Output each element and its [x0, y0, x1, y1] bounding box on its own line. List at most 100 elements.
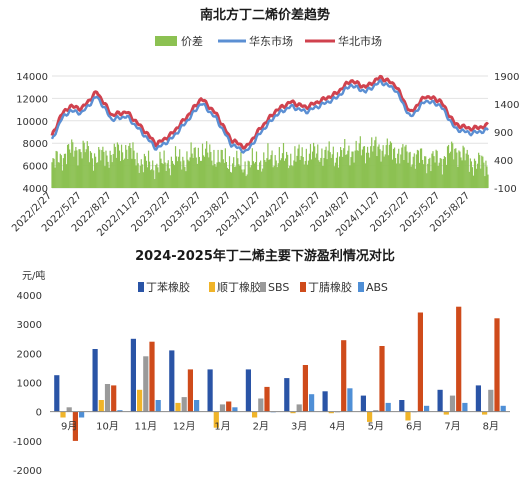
bottom-legend-swatch	[260, 282, 266, 292]
bar	[264, 386, 270, 412]
bar	[181, 397, 187, 412]
bottom-x-label: 8月	[483, 421, 499, 433]
bar	[149, 341, 155, 412]
bar	[379, 346, 385, 412]
bottom-y-tick-label: -1000	[13, 437, 42, 448]
bar	[296, 404, 302, 412]
bar	[117, 410, 123, 412]
bar	[494, 318, 500, 412]
top-chart: 南北方丁二烯价差趋势 价差 华东市场 华北市场 4000 6000 8000 1000…	[10, 7, 519, 239]
bar	[137, 389, 143, 412]
top-left-tick-label: 8000	[23, 139, 48, 150]
bottom-legend-label: SBS	[268, 281, 289, 294]
bottom-x-label: 2月	[253, 421, 269, 433]
bottom-y-tick-label: 4000	[17, 291, 42, 302]
bar	[143, 356, 149, 412]
bar	[405, 411, 411, 421]
bottom-y-tick-label: 2000	[17, 349, 42, 360]
bar	[399, 400, 405, 412]
bar	[111, 385, 117, 412]
bottom-x-label: 1月	[214, 421, 230, 433]
bottom-y-tick-label: 3000	[17, 320, 42, 331]
top-left-tick-label: 14000	[16, 72, 48, 83]
bar	[437, 389, 443, 412]
bar	[252, 411, 258, 418]
top-right-tick-label: 900	[494, 128, 513, 139]
bottom-y-unit: 元/吨	[22, 269, 45, 282]
bar	[226, 401, 232, 412]
price-lines	[50, 74, 489, 154]
bar	[309, 394, 315, 412]
bar	[322, 391, 328, 412]
bottom-legend-swatch	[300, 282, 306, 292]
bar	[155, 400, 161, 412]
bottom-y-tick-label: 1000	[17, 379, 42, 390]
bar	[360, 395, 366, 412]
top-right-tick-label: 1400	[494, 100, 519, 111]
bar	[54, 375, 60, 412]
bar	[187, 369, 193, 412]
bar	[232, 407, 238, 412]
bar	[207, 369, 213, 412]
bottom-x-label: 7月	[444, 421, 460, 433]
bar	[443, 411, 449, 415]
bottom-legend-label: ABS	[366, 281, 388, 294]
bar	[462, 402, 468, 412]
top-right-tick-label: -100	[494, 184, 517, 195]
bar	[66, 407, 72, 412]
bottom-legend-swatch	[209, 282, 215, 292]
bar	[79, 411, 85, 418]
bar	[194, 400, 200, 412]
bar	[373, 410, 379, 412]
legend-label-north: 华北市场	[338, 34, 382, 48]
legend-label-spread: 价差	[181, 34, 203, 48]
bar	[72, 411, 78, 441]
bar	[367, 411, 373, 422]
bottom-x-label: 11月	[134, 421, 157, 433]
bar	[245, 369, 251, 412]
bar	[60, 411, 66, 418]
bottom-legend: 丁苯橡胶 顺丁橡胶 SBS 丁腈橡胶 ABS	[138, 280, 388, 294]
top-right-tick-label: 400	[494, 156, 513, 167]
bar	[213, 411, 219, 428]
bar	[328, 411, 334, 414]
bar	[290, 411, 296, 414]
bottom-x-label: 9月	[61, 421, 77, 433]
bar	[500, 405, 506, 412]
bottom-legend-swatch	[358, 282, 364, 292]
top-left-tick-label: 6000	[23, 162, 48, 173]
north-market-line	[50, 74, 489, 150]
bar	[417, 312, 423, 412]
bottom-x-axis-labels: 9月 10月 11月 12月 1月 2月 3月 4月 5月 6月 7月 8月	[61, 421, 499, 433]
east-market-line	[50, 78, 489, 154]
bar	[219, 404, 226, 412]
bar	[341, 340, 347, 412]
bar	[456, 306, 462, 412]
bottom-legend-swatch	[138, 282, 144, 292]
bottom-y-axis-ticks: -2000 -1000 0 1000 2000 3000 4000	[13, 291, 42, 477]
top-left-tick-label: 4000	[23, 184, 48, 195]
bottom-x-label: 5月	[368, 421, 384, 433]
bar	[175, 402, 181, 412]
bottom-x-label: 3月	[291, 421, 307, 433]
bottom-bars	[54, 306, 506, 441]
bottom-y-tick-label: 0	[36, 408, 42, 419]
bottom-x-label: 10月	[96, 421, 119, 433]
bar	[449, 395, 456, 412]
top-chart-title: 南北方丁二烯价差趋势	[200, 7, 330, 23]
bar	[385, 402, 391, 412]
bar	[424, 405, 430, 412]
bar	[284, 378, 290, 412]
bar	[130, 338, 136, 412]
bottom-x-label: 6月	[406, 421, 422, 433]
bottom-x-label: 4月	[329, 421, 345, 433]
spread-area	[51, 136, 489, 188]
bottom-y-tick-label: -2000	[13, 466, 42, 477]
bar	[488, 389, 494, 412]
top-left-axis-ticks: 4000 6000 8000 10000 12000 14000	[16, 72, 48, 195]
bottom-legend-label: 丁腈橡胶	[308, 280, 352, 294]
top-legend: 价差 华东市场 华北市场	[155, 34, 382, 48]
bottom-legend-label: 丁苯橡胶	[146, 280, 190, 294]
bar	[92, 349, 98, 412]
